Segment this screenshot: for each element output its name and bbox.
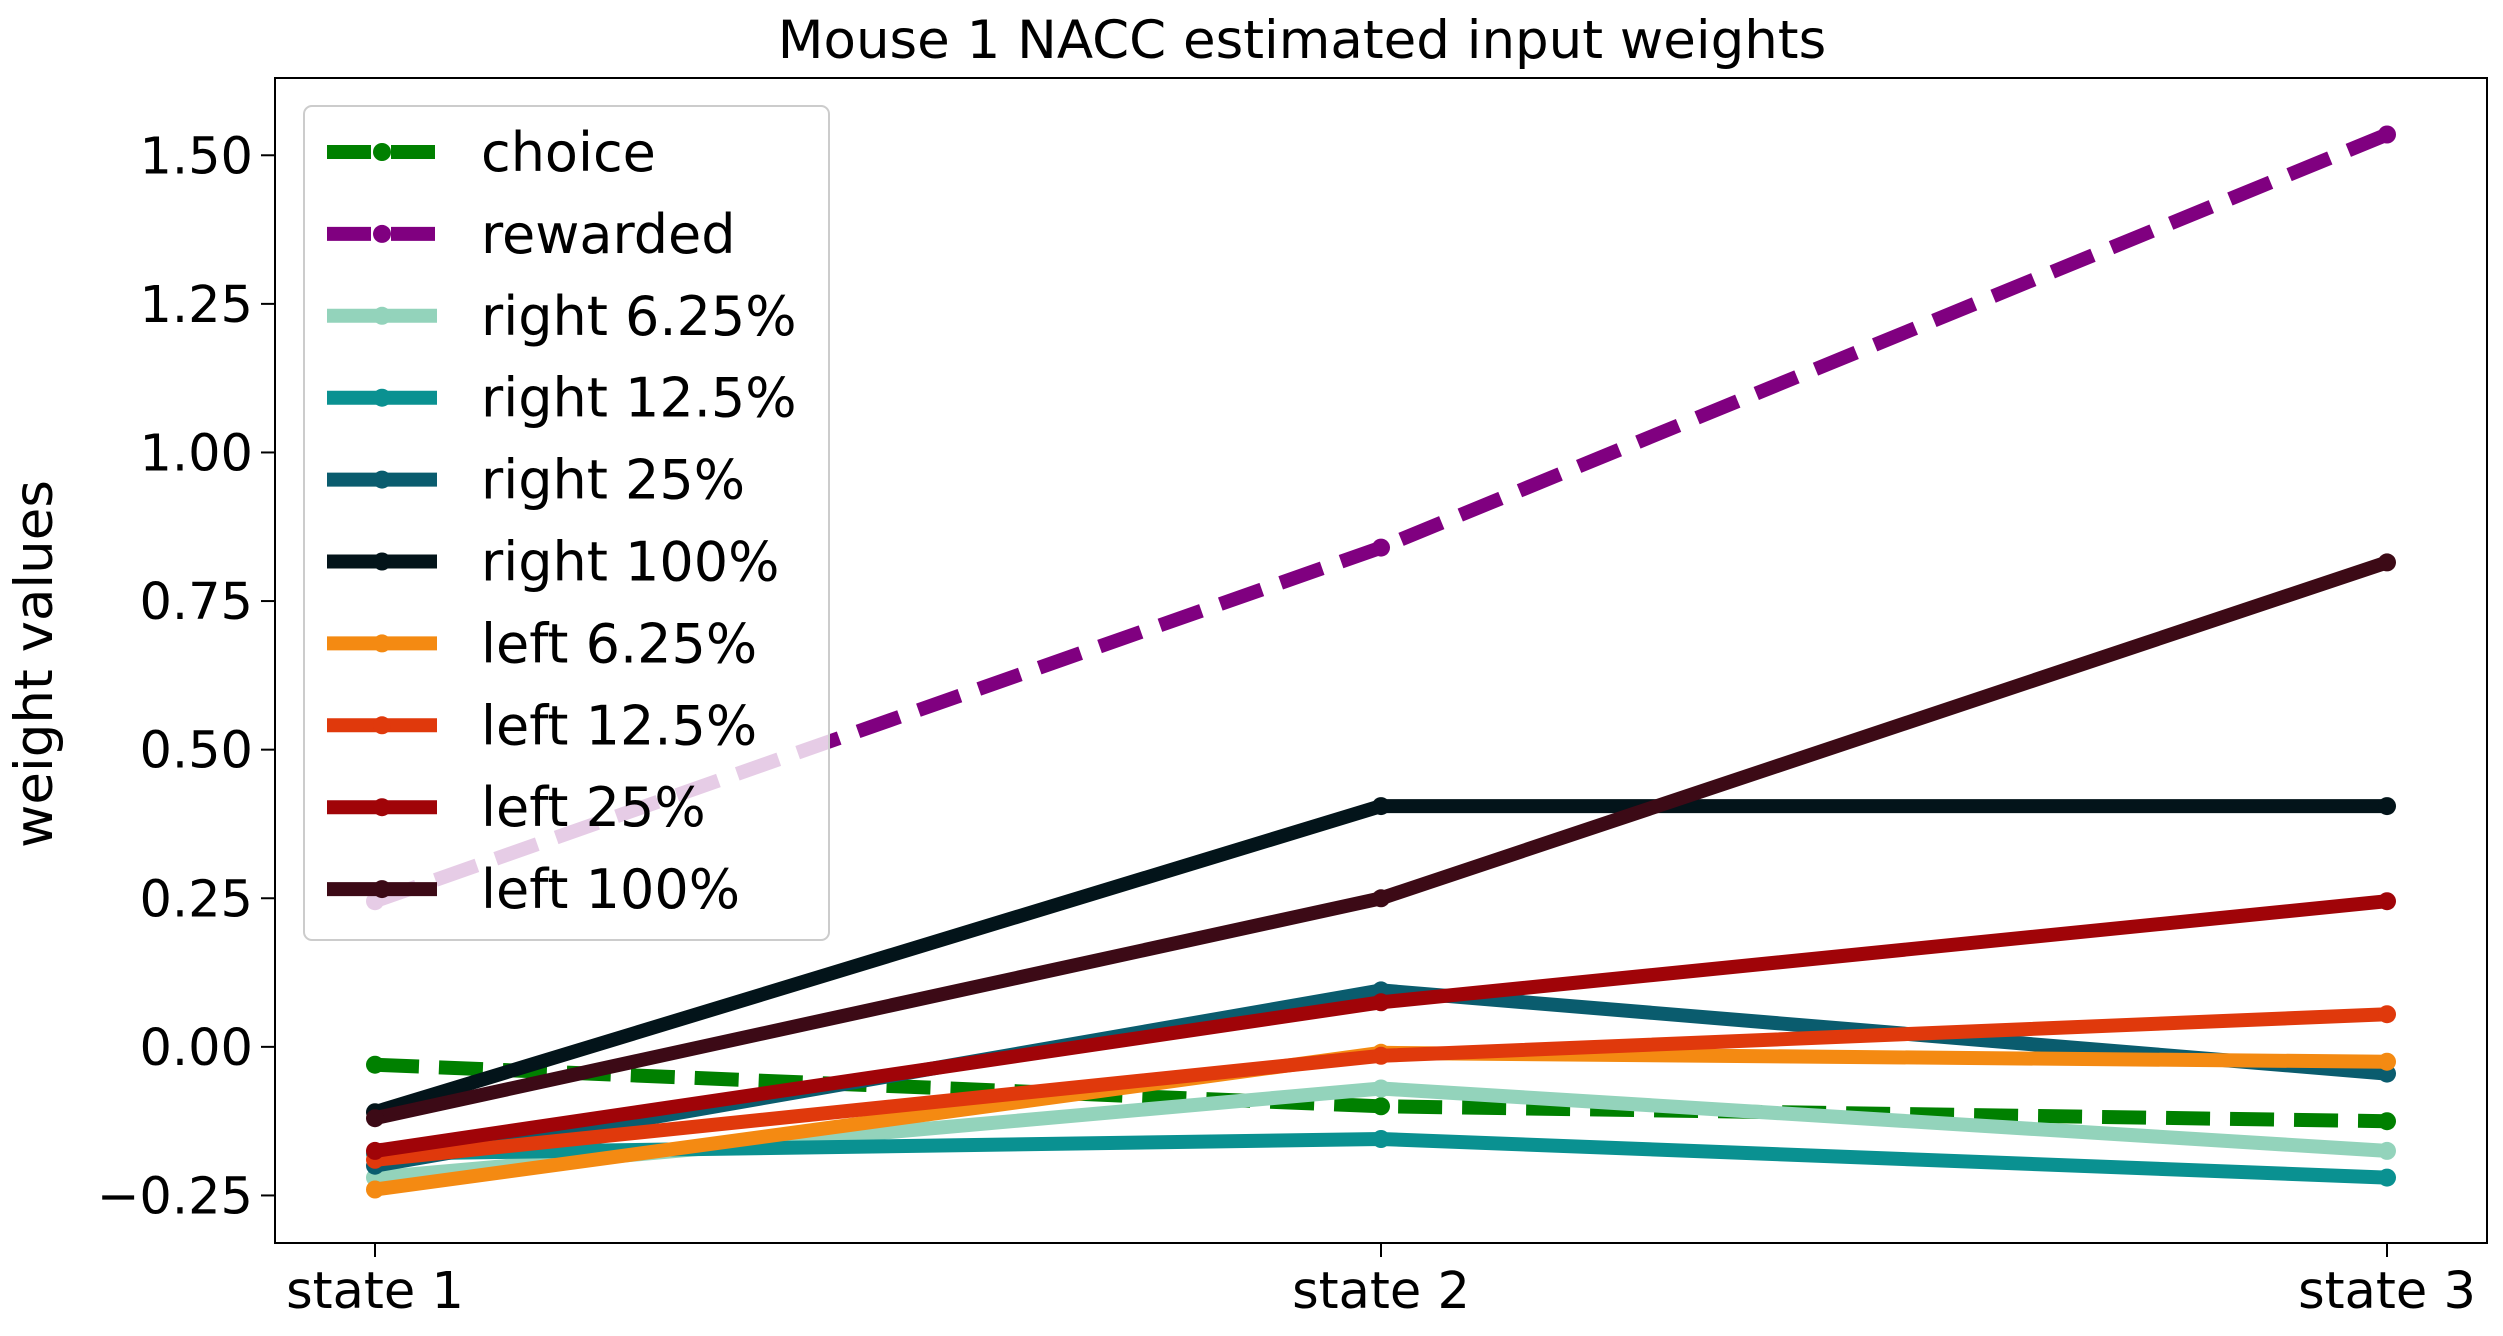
data-point <box>366 1180 384 1199</box>
data-point <box>2378 892 2396 911</box>
data-point <box>1372 1130 1390 1148</box>
legend-marker <box>373 143 391 161</box>
legend-entry: right 6.25% <box>327 285 797 348</box>
data-point <box>2378 125 2396 144</box>
legend-entry: right 25% <box>327 449 745 512</box>
legend-label: rewarded <box>481 203 736 266</box>
legend-entry: right 12.5% <box>327 367 797 430</box>
x-axis-ticks: state 1 state 2 state 3 <box>286 1243 2476 1321</box>
y-tick-label: 0.50 <box>139 722 253 781</box>
legend-label: left 6.25% <box>481 612 757 675</box>
data-point <box>366 1141 384 1160</box>
y-axis-ticks: −0.25 0.00 0.25 0.50 0.75 1.00 1.25 1.50 <box>97 127 275 1226</box>
legend-marker <box>373 798 391 817</box>
data-point <box>1372 1097 1390 1116</box>
data-point <box>2378 553 2396 572</box>
legend-entry: left 25% <box>327 776 706 839</box>
legend-label: left 25% <box>481 776 706 839</box>
data-point <box>1372 993 1390 1012</box>
data-point <box>1372 538 1390 557</box>
data-point <box>366 1055 384 1074</box>
data-point <box>2378 797 2396 816</box>
legend-label: right 12.5% <box>481 367 797 430</box>
y-tick-label: 0.25 <box>139 870 253 929</box>
data-point <box>366 1109 384 1128</box>
data-point <box>2378 1112 2396 1131</box>
data-point <box>1372 1046 1390 1065</box>
legend-marker <box>373 880 391 899</box>
legend-marker <box>373 388 391 407</box>
x-tick-label: state 3 <box>2298 1262 2476 1321</box>
data-point <box>2378 1141 2396 1160</box>
legend-label: right 25% <box>481 449 745 512</box>
legend-entry: rewarded <box>327 203 736 266</box>
x-tick-label: state 2 <box>1292 1262 1470 1321</box>
y-tick-label: 0.75 <box>139 573 253 632</box>
legend-label: choice <box>481 121 656 184</box>
y-tick-label: 1.50 <box>139 127 253 186</box>
series-line <box>374 1057 2388 1129</box>
legend-marker <box>373 716 391 735</box>
legend-label: right 100% <box>481 531 779 594</box>
data-point <box>2378 1052 2396 1071</box>
legend-marker <box>373 552 391 571</box>
y-tick-label: 0.00 <box>139 1019 253 1078</box>
series-0 <box>366 1055 2396 1131</box>
y-axis-label: weight values <box>4 480 65 848</box>
data-point <box>1372 889 1390 908</box>
data-point <box>1372 797 1390 816</box>
legend-entry: choice <box>327 121 656 184</box>
series-layer <box>366 125 2396 1199</box>
legend-marker <box>373 634 391 653</box>
legend-entry: left 12.5% <box>327 694 757 757</box>
chart-title: Mouse 1 NACC estimated input weights <box>778 10 1826 71</box>
y-tick-label: 1.25 <box>139 276 253 335</box>
data-point <box>2378 1168 2396 1187</box>
legend-label: left 100% <box>481 858 740 921</box>
data-point <box>1372 1079 1390 1098</box>
legend-label: right 6.25% <box>481 285 797 348</box>
legend-marker <box>373 306 391 325</box>
legend: choice rewarded right 6.25% right 12.5% righ… <box>303 105 830 941</box>
legend-entry: right 100% <box>327 531 779 594</box>
legend-marker <box>373 224 391 243</box>
y-tick-label: −0.25 <box>97 1167 253 1226</box>
series-8 <box>366 892 2396 1160</box>
legend-label: left 12.5% <box>481 694 757 757</box>
legend-entry: left 6.25% <box>327 612 757 675</box>
plot-frame <box>274 77 2488 1244</box>
series-9 <box>366 553 2396 1128</box>
y-tick-label: 1.00 <box>139 424 253 483</box>
legend-marker <box>373 470 391 489</box>
legend-entry: left 100% <box>327 858 740 921</box>
x-tick-label: state 1 <box>286 1262 464 1321</box>
data-point <box>2378 1005 2396 1024</box>
